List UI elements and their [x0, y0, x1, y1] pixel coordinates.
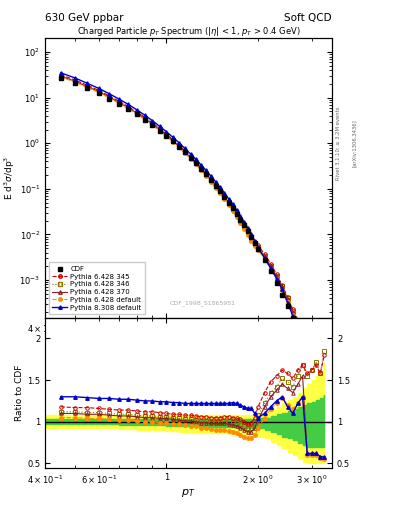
Text: Soft QCD: Soft QCD: [285, 13, 332, 23]
Text: [arXiv:1306.3436]: [arXiv:1306.3436]: [352, 119, 357, 167]
Text: Rivet 3.1.10; ≥ 3.2M events: Rivet 3.1.10; ≥ 3.2M events: [336, 106, 341, 180]
Legend: CDF, Pythia 6.428 345, Pythia 6.428 346, Pythia 6.428 370, Pythia 6.428 default,: CDF, Pythia 6.428 345, Pythia 6.428 346,…: [49, 263, 145, 314]
Y-axis label: Ratio to CDF: Ratio to CDF: [15, 365, 24, 421]
Text: CDF_1998_S1865951: CDF_1998_S1865951: [170, 301, 236, 306]
Y-axis label: E d$^3\sigma$/dp$^3$: E d$^3\sigma$/dp$^3$: [2, 156, 17, 200]
X-axis label: $p_T$: $p_T$: [182, 487, 196, 499]
Title: Charged Particle $p_T$ Spectrum ($|\eta|$ < 1, $p_T$ > 0.4 GeV): Charged Particle $p_T$ Spectrum ($|\eta|…: [77, 26, 301, 38]
Text: 630 GeV ppbar: 630 GeV ppbar: [45, 13, 124, 23]
